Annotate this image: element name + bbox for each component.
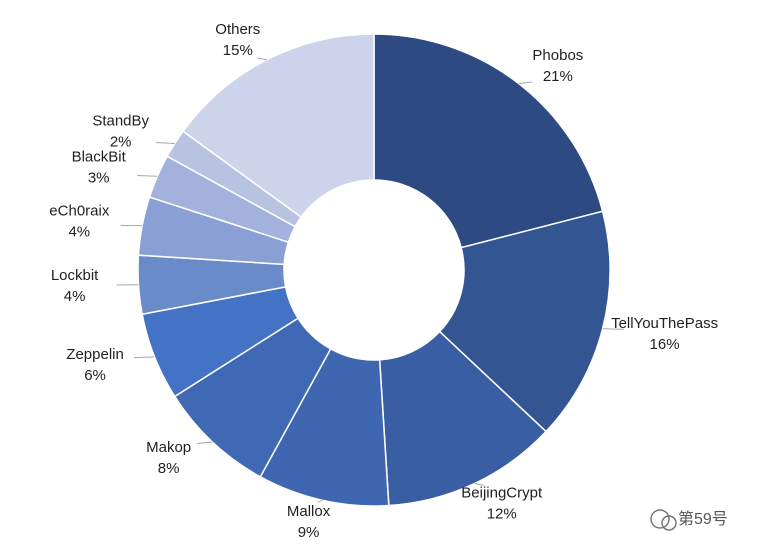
slice-label: Phobos — [532, 47, 583, 64]
value-label: 4% — [68, 224, 90, 241]
slice-label: TellYouThePass — [611, 315, 718, 332]
leader-line — [256, 57, 267, 61]
value-label: 8% — [158, 460, 180, 477]
leader-line — [134, 356, 155, 359]
value-label: 15% — [223, 42, 253, 59]
value-label: 6% — [84, 367, 106, 384]
slice-label: Zeppelin — [66, 346, 124, 363]
leader-line — [474, 483, 484, 486]
slice — [373, 33, 604, 249]
watermark: 第59号 — [678, 510, 728, 528]
slice-label: BeijingCrypt — [461, 484, 543, 501]
leader-line — [518, 81, 533, 85]
slice-label: eCh0raix — [49, 203, 110, 220]
slice-label: Makop — [146, 439, 191, 456]
slice — [378, 330, 548, 507]
slice — [182, 33, 375, 219]
value-label: 9% — [298, 524, 320, 541]
value-label: 12% — [487, 505, 517, 522]
slice-label: Lockbit — [51, 267, 99, 284]
leader-line — [156, 141, 175, 145]
slice-label: StandBy — [92, 113, 149, 130]
value-label: 21% — [543, 68, 573, 85]
value-label: 4% — [64, 288, 86, 305]
slice-label: Others — [215, 21, 260, 38]
slice — [438, 210, 611, 433]
value-label: 2% — [110, 134, 132, 151]
slice-label: Mallox — [287, 503, 331, 520]
leader-line — [137, 174, 158, 177]
leader-line — [317, 499, 323, 503]
leader-line — [197, 441, 213, 444]
value-label: 3% — [88, 170, 110, 187]
watermark-icon — [650, 509, 677, 531]
value-label: 16% — [650, 336, 680, 353]
slice-label: BlackBit — [72, 149, 127, 166]
